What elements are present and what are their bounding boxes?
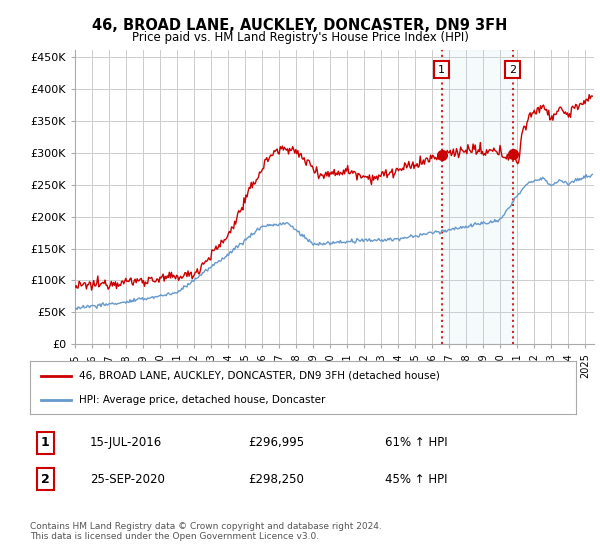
Text: 46, BROAD LANE, AUCKLEY, DONCASTER, DN9 3FH: 46, BROAD LANE, AUCKLEY, DONCASTER, DN9 … — [92, 18, 508, 33]
Text: 25-SEP-2020: 25-SEP-2020 — [90, 473, 165, 486]
Text: HPI: Average price, detached house, Doncaster: HPI: Average price, detached house, Donc… — [79, 395, 326, 405]
Text: 1: 1 — [41, 436, 50, 450]
Text: Contains HM Land Registry data © Crown copyright and database right 2024.
This d: Contains HM Land Registry data © Crown c… — [30, 522, 382, 542]
Text: 1: 1 — [438, 64, 445, 74]
Text: 2: 2 — [509, 64, 517, 74]
Text: £298,250: £298,250 — [248, 473, 304, 486]
Bar — [442, 50, 513, 344]
Text: 2: 2 — [41, 473, 50, 486]
Text: 46, BROAD LANE, AUCKLEY, DONCASTER, DN9 3FH (detached house): 46, BROAD LANE, AUCKLEY, DONCASTER, DN9 … — [79, 371, 440, 381]
Text: £296,995: £296,995 — [248, 436, 305, 450]
Text: 61% ↑ HPI: 61% ↑ HPI — [385, 436, 448, 450]
Text: Price paid vs. HM Land Registry's House Price Index (HPI): Price paid vs. HM Land Registry's House … — [131, 31, 469, 44]
Text: 45% ↑ HPI: 45% ↑ HPI — [385, 473, 448, 486]
Text: 15-JUL-2016: 15-JUL-2016 — [90, 436, 163, 450]
